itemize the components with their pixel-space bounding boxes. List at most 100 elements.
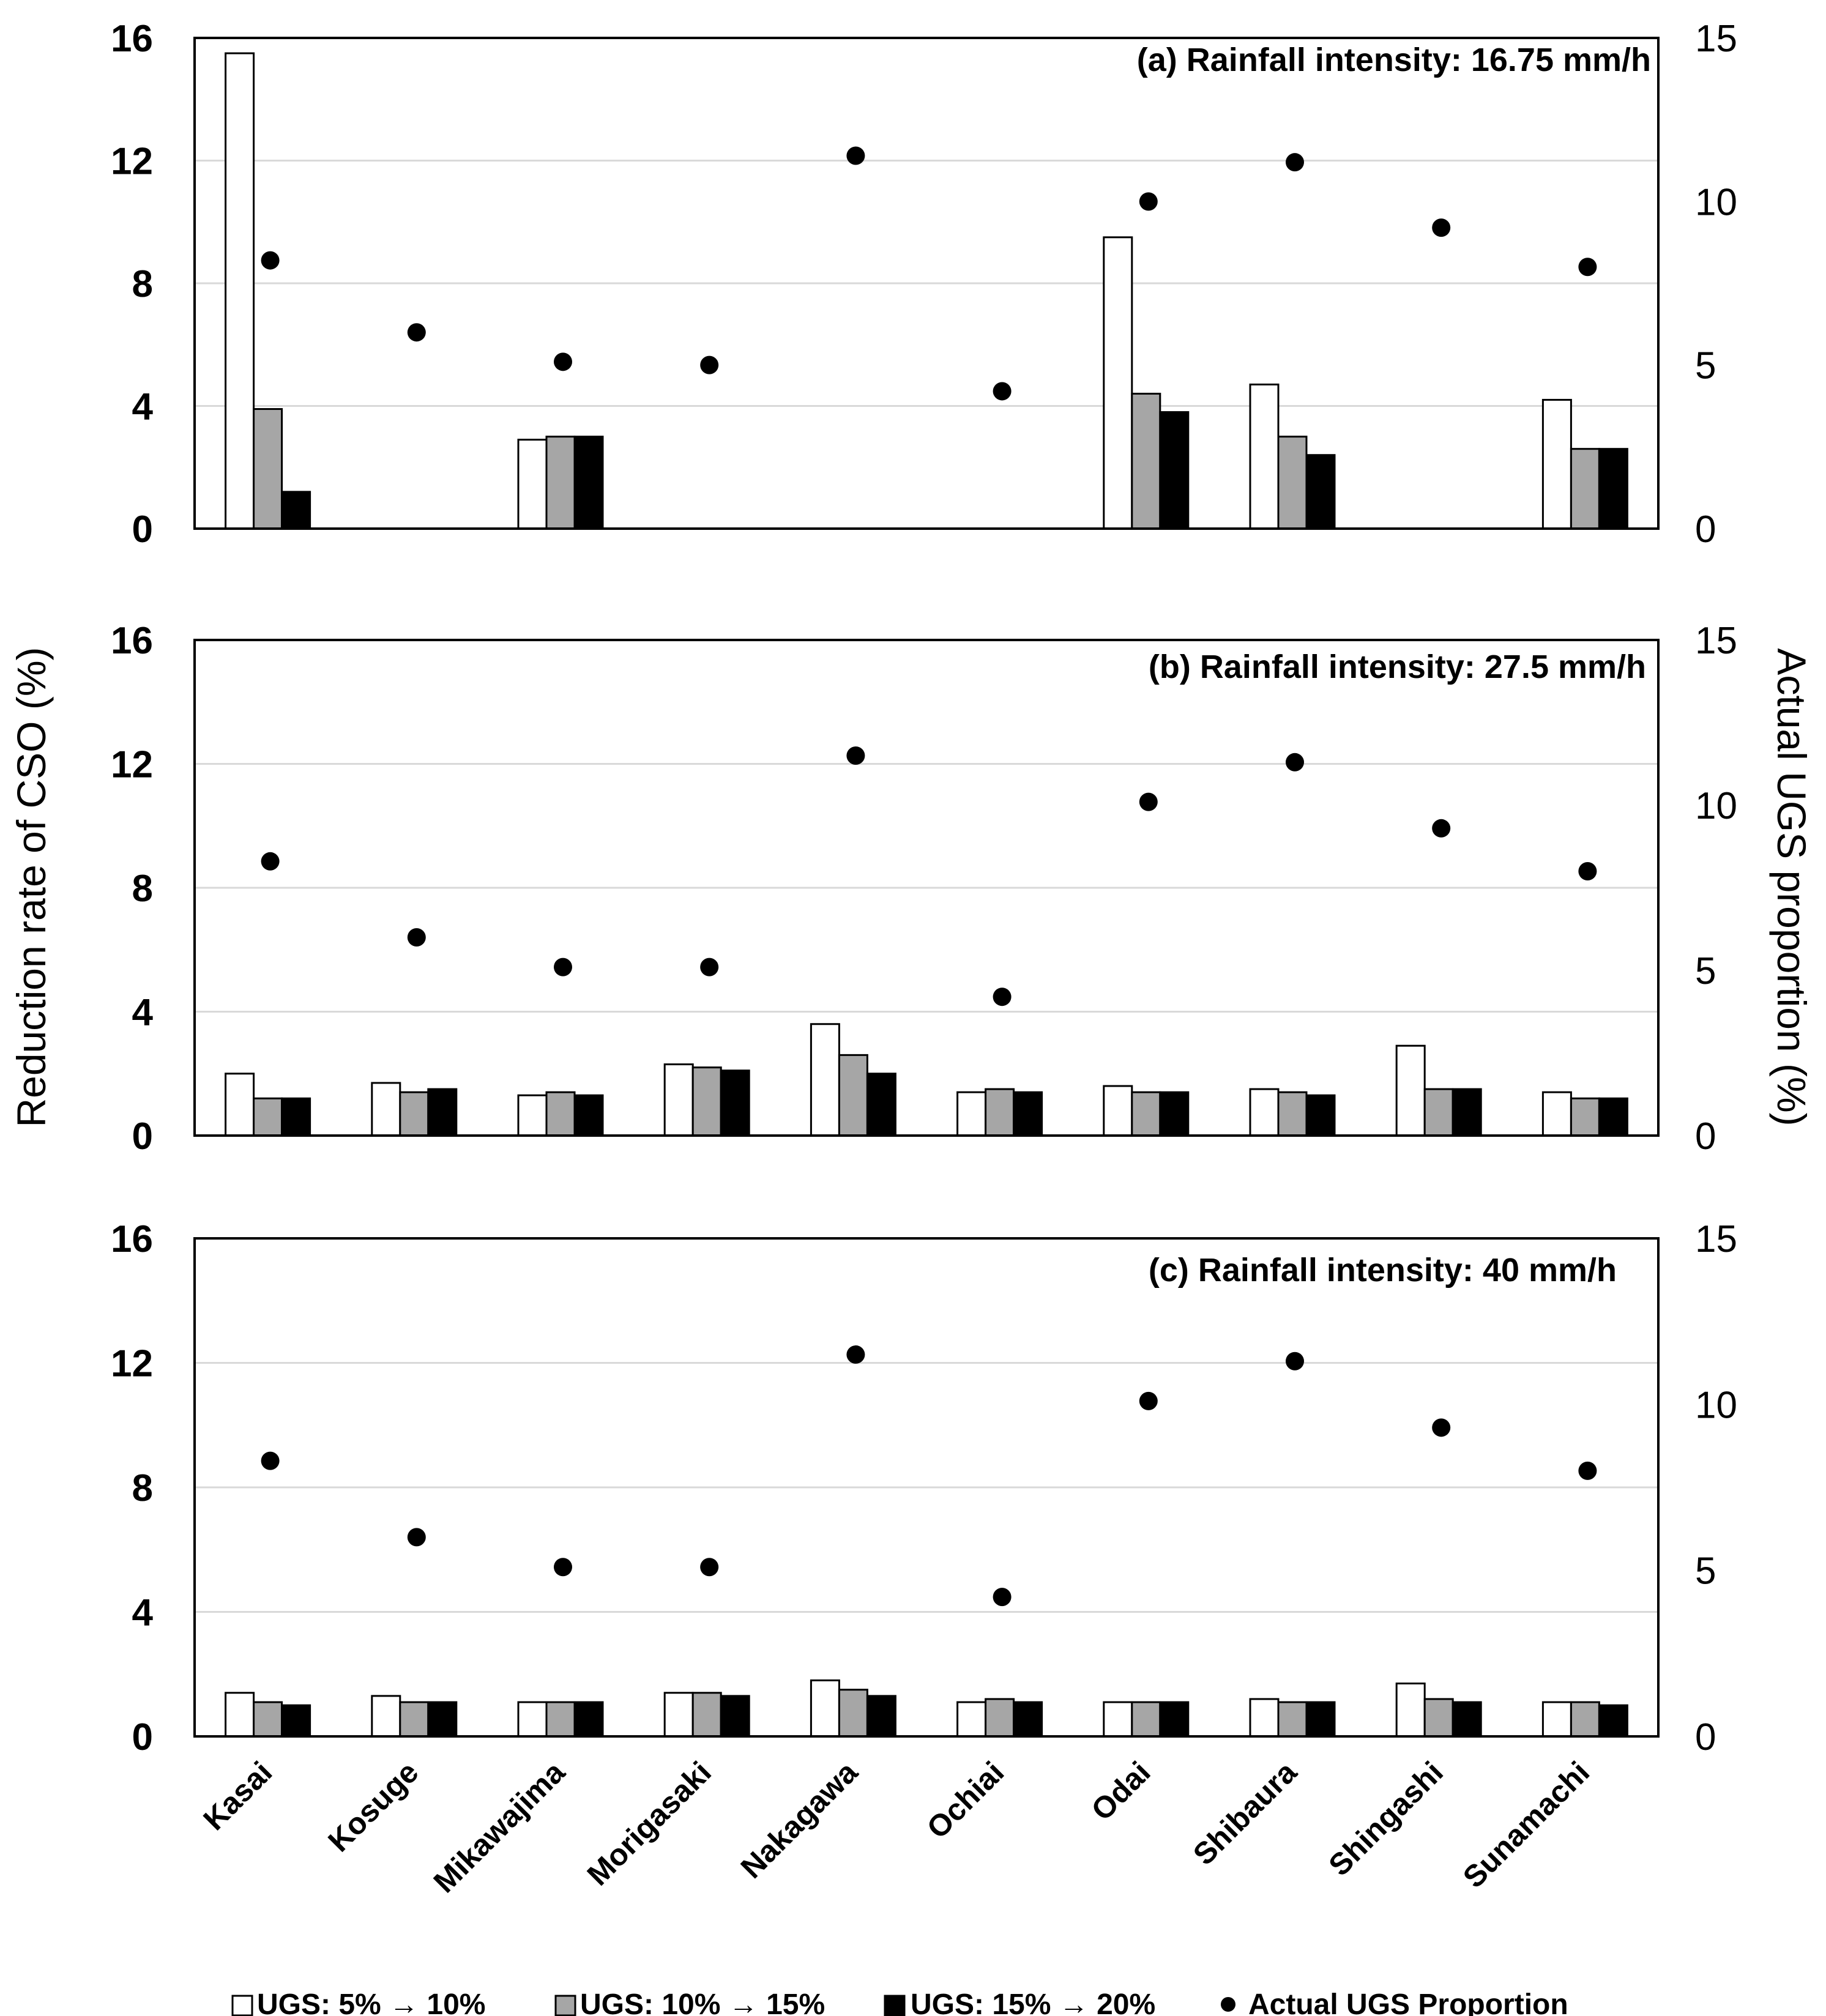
ugs-point-kosuge (407, 323, 426, 342)
bar-ugs-15-20-morigasaki (720, 1695, 750, 1738)
x-axis-category-labels: Kasai Kosuge Mikawajima Morigasaki Nakagawa O… (196, 1754, 1596, 1899)
bar-ugs-5-10-morigasaki (663, 1063, 694, 1137)
bar-ugs-5-10-shingashi (1395, 1044, 1426, 1137)
bar-ugs-5-10-ochiai (956, 1701, 987, 1738)
y-axis-right-label: Actual UGS proportion (%) (1769, 648, 1814, 1126)
category-label-ochiai: Ochiai (920, 1755, 1011, 1845)
category-label-odai: Odai (1084, 1755, 1157, 1827)
ugs-point-mikawajima (554, 1558, 572, 1577)
bar-ugs-15-20-mikawajima (573, 436, 604, 530)
bar-ugs-10-15-kosuge (399, 1091, 430, 1137)
bar-ugs-5-10-mikawajima (517, 439, 548, 530)
bar-ugs-15-20-sunamachi (1598, 1704, 1628, 1738)
ugs-point-kasai (261, 852, 280, 871)
y-left-tick-label: 8 (132, 868, 153, 910)
ugs-point-sunamachi (1578, 258, 1597, 277)
panel-title: (b) Rainfall intensity: 27.5 mm/h (1149, 649, 1646, 685)
category-label-sunamachi: Sunamachi (1456, 1755, 1596, 1894)
ugs-point-shibaura (1286, 753, 1304, 772)
legend-marker-actual-ugs (1221, 1997, 1235, 2012)
bar-ugs-5-10-morigasaki (663, 1692, 694, 1738)
y-left-tick-label: 16 (111, 1218, 153, 1260)
bar-ugs-10-15-kasai (253, 1701, 283, 1738)
bar-ugs-5-10-sunamachi (1541, 398, 1572, 530)
ugs-point-morigasaki (700, 958, 719, 976)
bar-ugs-5-10-nakagawa (810, 1023, 840, 1137)
y-left-tick-label: 12 (111, 1343, 153, 1385)
ugs-point-nakagawa (846, 746, 865, 765)
bar-ugs-15-20-mikawajima (573, 1701, 604, 1738)
bar-ugs-15-20-mikawajima (573, 1094, 604, 1137)
bar-ugs-10-15-odai (1131, 1091, 1161, 1137)
bar-ugs-15-20-shingashi (1451, 1701, 1482, 1738)
y-left-tick-label: 16 (111, 620, 153, 662)
legend-swatch-ugs-5-10 (231, 1995, 253, 2016)
bar-ugs-5-10-ochiai (956, 1091, 987, 1137)
y-left-tick-label: 0 (132, 1115, 153, 1158)
bar-ugs-15-20-sunamachi (1598, 448, 1628, 530)
bar-ugs-15-20-odai (1159, 411, 1190, 530)
ugs-point-sunamachi (1578, 862, 1597, 880)
bar-ugs-15-20-ochiai (1013, 1091, 1043, 1137)
y-left-tick-label: 12 (111, 744, 153, 786)
bar-ugs-5-10-mikawajima (517, 1701, 548, 1738)
category-label-morigasaki: Morigasaki (581, 1755, 718, 1892)
bar-ugs-10-15-sunamachi (1570, 448, 1600, 530)
plot-frame (193, 1237, 1660, 1738)
legend-label-ugs-15-20: UGS: 15% → 20% (911, 1988, 1155, 2016)
bar-ugs-10-15-morigasaki (691, 1066, 722, 1137)
bar-ugs-15-20-shingashi (1451, 1088, 1482, 1137)
ugs-point-shingashi (1432, 1418, 1451, 1437)
y-right-tick-label: 5 (1695, 1550, 1716, 1593)
bar-ugs-10-15-odai (1131, 1701, 1161, 1738)
ugs-point-odai (1139, 192, 1158, 211)
bar-ugs-5-10-kasai (225, 52, 255, 530)
legend-label-actual-ugs: Actual UGS Proportion (1248, 1988, 1568, 2016)
y-left-tick-label: 0 (132, 1716, 153, 1758)
bar-ugs-10-15-ochiai (985, 1698, 1015, 1738)
category-label-nakagawa: Nakagawa (734, 1754, 865, 1884)
bar-ugs-10-15-morigasaki (691, 1692, 722, 1738)
category-label-mikawajima: Mikawajima (427, 1754, 572, 1899)
y-right-tick-label: 10 (1695, 181, 1737, 223)
bar-ugs-5-10-kasai (225, 1073, 255, 1137)
y-axis-left-label: Reduction rate of CSO (%) (9, 647, 54, 1128)
bar-ugs-5-10-shibaura (1249, 383, 1280, 530)
bar-ugs-15-20-kosuge (427, 1701, 458, 1738)
bar-ugs-10-15-nakagawa (838, 1689, 868, 1738)
legend: UGS: 5% → 10% UGS: 10% → 15% UGS: 15% → … (231, 1988, 1568, 2016)
bar-ugs-10-15-mikawajima (545, 1091, 576, 1137)
category-label-kasai: Kasai (196, 1755, 278, 1837)
ugs-point-mikawajima (554, 958, 572, 976)
y-right-tick-label: 15 (1695, 620, 1737, 662)
bar-ugs-5-10-kosuge (371, 1082, 401, 1137)
bar-ugs-15-20-shibaura (1305, 1701, 1336, 1738)
ugs-point-shibaura (1286, 1352, 1304, 1371)
ugs-point-morigasaki (700, 355, 719, 374)
bar-ugs-5-10-shibaura (1249, 1698, 1280, 1738)
bar-ugs-15-20-kasai (281, 1704, 311, 1738)
bar-ugs-10-15-shibaura (1277, 436, 1308, 530)
ugs-point-kosuge (407, 1528, 426, 1547)
bar-ugs-15-20-kasai (281, 1097, 311, 1137)
bar-ugs-5-10-sunamachi (1541, 1091, 1572, 1137)
bar-ugs-15-20-nakagawa (866, 1695, 896, 1738)
category-label-kosuge: Kosuge (321, 1755, 425, 1858)
bar-ugs-10-15-shibaura (1277, 1091, 1308, 1137)
ugs-point-shingashi (1432, 218, 1451, 237)
bar-ugs-10-15-sunamachi (1570, 1097, 1600, 1137)
ugs-point-shingashi (1432, 819, 1451, 838)
ugs-point-kasai (261, 251, 280, 270)
bar-ugs-5-10-odai (1103, 1085, 1133, 1137)
y-right-tick-label: 10 (1695, 1384, 1737, 1426)
bar-ugs-10-15-mikawajima (545, 436, 576, 530)
bar-ugs-10-15-mikawajima (545, 1701, 576, 1738)
bar-ugs-5-10-shingashi (1395, 1683, 1426, 1738)
bar-ugs-10-15-nakagawa (838, 1054, 868, 1137)
ugs-point-morigasaki (700, 1558, 719, 1577)
ugs-point-ochiai (993, 1588, 1012, 1607)
bar-ugs-15-20-morigasaki (720, 1069, 750, 1137)
ugs-point-nakagawa (846, 146, 865, 165)
ugs-point-nakagawa (846, 1345, 865, 1364)
